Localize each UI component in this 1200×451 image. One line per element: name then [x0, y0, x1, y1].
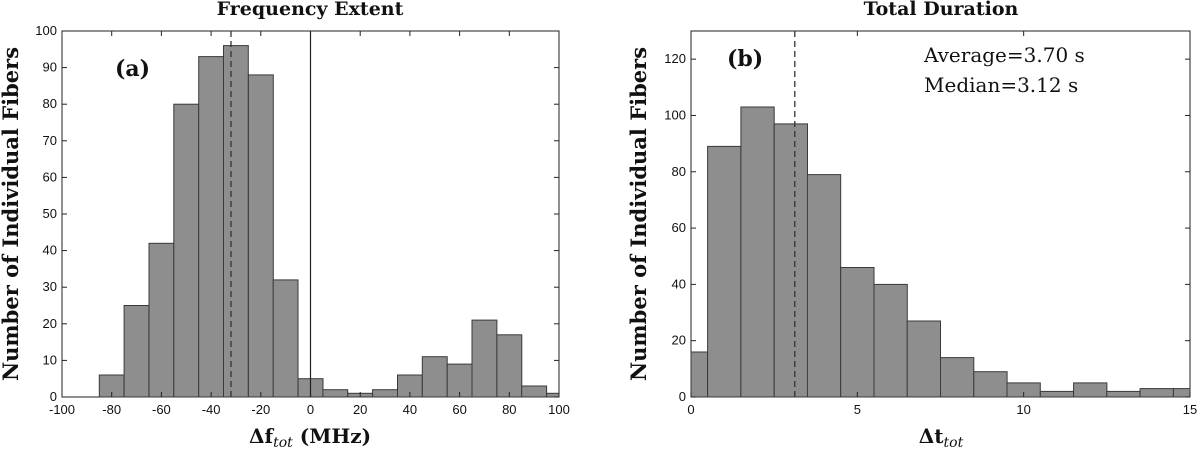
y-tick-label-b-6: 120 — [664, 51, 686, 66]
bar-a-3 — [173, 103, 200, 398]
panel-label-a: (a) — [115, 56, 150, 82]
x-ticks-a: -100 -80 -60 -40 -20 0 20 40 60 80 100 — [49, 31, 570, 417]
bar-b-9 — [973, 371, 1008, 398]
chart-title-b: Total Duration — [864, 0, 1019, 20]
panel-label-b: (b) — [727, 46, 763, 72]
bar-b-1 — [707, 145, 742, 398]
bar-b-12 — [1073, 382, 1108, 398]
x-tick-label-a-5: 0 — [307, 402, 314, 417]
y-tick-label-a-9: 90 — [43, 60, 57, 75]
bar-a-4 — [198, 56, 224, 398]
bar-b-0 — [690, 351, 709, 398]
x-axis-label-b: Δttot — [919, 424, 964, 451]
bar-b-13 — [1106, 390, 1141, 398]
ref-lines-a — [230, 31, 312, 397]
bar-b-4 — [806, 174, 842, 398]
bar-a-2 — [148, 242, 175, 398]
chart-panel-a: -100 -80 -60 -40 -20 0 20 40 60 80 100 0 10 20 30 40 50… — [0, 0, 570, 451]
bar-b-7 — [906, 320, 942, 398]
x-tick-label-a-10: 100 — [548, 402, 570, 417]
bar-b-15 — [1172, 388, 1191, 398]
x-tick-label-a-3: -40 — [202, 402, 221, 417]
bar-a-1 — [123, 305, 150, 398]
y-tick-label-a-6: 60 — [43, 169, 57, 184]
x-axis-label-a: Δftot (MHz) — [249, 424, 371, 451]
chart-panel-b: 0 5 10 15 0 20 40 60 80 100 120 Total Duration (b… — [626, 0, 1197, 451]
bar-b-5 — [840, 267, 875, 398]
x-tick-label-a-6: 20 — [353, 402, 367, 417]
bar-a-16 — [496, 334, 523, 398]
y-tick-label-a-2: 20 — [43, 316, 57, 331]
x-tick-label-a-9: 80 — [502, 402, 516, 417]
y-tick-label-b-3: 60 — [672, 220, 686, 235]
x-tick-label-a-4: -20 — [251, 402, 270, 417]
y-tick-label-b-2: 40 — [672, 276, 686, 291]
bar-b-14 — [1139, 388, 1174, 398]
y-tick-label-a-7: 70 — [43, 133, 57, 148]
bar-b-11 — [1039, 390, 1075, 398]
y-axis-label-b: Number of Individual Fibers — [626, 47, 651, 381]
y-ticks-a: 0 10 20 30 40 50 60 70 80 90 100 — [35, 23, 559, 404]
y-tick-label-b-1: 20 — [672, 333, 686, 348]
bar-a-5 — [223, 45, 249, 398]
bar-a-18 — [546, 392, 560, 398]
y-ticks-b: 0 20 40 60 80 100 120 — [664, 51, 1190, 404]
bars-b — [690, 106, 1191, 398]
bar-b-3 — [773, 123, 809, 398]
bar-a-15 — [471, 319, 498, 398]
bar-b-2 — [740, 106, 775, 398]
x-tick-label-b-3: 15 — [1183, 402, 1197, 417]
y-tick-label-a-10: 100 — [35, 23, 57, 38]
y-tick-label-a-4: 40 — [43, 243, 57, 258]
bar-a-11 — [372, 389, 399, 398]
x-tick-label-a-7: 40 — [403, 402, 417, 417]
y-tick-label-b-5: 100 — [664, 107, 686, 122]
y-tick-label-b-4: 80 — [672, 164, 686, 179]
x-tick-label-a-1: -80 — [102, 402, 121, 417]
annotation-average: Average=3.70 s — [923, 43, 1085, 67]
x-tick-label-a-2: -60 — [152, 402, 171, 417]
x-tick-label-b-0: 0 — [687, 402, 694, 417]
bar-b-6 — [873, 283, 908, 398]
annotation-median: Median=3.12 s — [924, 73, 1078, 97]
bar-b-8 — [940, 357, 975, 398]
y-tick-label-a-5: 50 — [43, 206, 57, 221]
x-tick-label-b-2: 10 — [1016, 402, 1030, 417]
bar-a-13 — [421, 356, 448, 398]
x-ticks-b: 0 5 10 15 — [687, 31, 1197, 417]
y-tick-label-a-8: 80 — [43, 96, 57, 111]
bar-a-6 — [247, 74, 274, 398]
y-tick-label-a-3: 30 — [43, 279, 57, 294]
bar-a-14 — [446, 363, 473, 398]
x-tick-label-a-0: -100 — [49, 402, 75, 417]
bar-a-17 — [521, 385, 548, 398]
y-tick-label-b-0: 0 — [679, 389, 686, 404]
y-tick-label-a-1: 10 — [43, 352, 57, 367]
bar-a-9 — [322, 389, 349, 398]
bars-a — [98, 45, 560, 398]
y-tick-label-a-0: 0 — [50, 389, 57, 404]
bar-a-7 — [272, 279, 299, 398]
x-tick-label-b-1: 5 — [854, 402, 861, 417]
chart-title-a: Frequency Extent — [217, 0, 404, 20]
x-tick-label-a-8: 60 — [452, 402, 466, 417]
y-axis-label-a: Number of Individual Fibers — [0, 47, 23, 381]
